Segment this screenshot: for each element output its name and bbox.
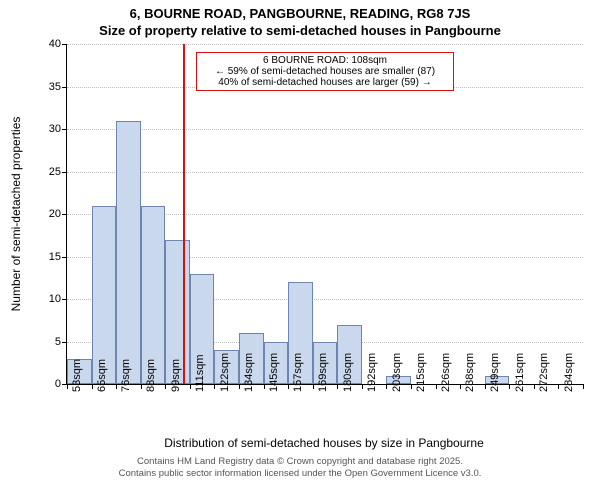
ytick-mark	[62, 172, 67, 173]
xtick-label: 65sqm	[96, 359, 108, 392]
xtick-mark	[534, 384, 535, 389]
ytick-mark	[62, 87, 67, 88]
ytick-label: 10	[49, 293, 61, 305]
xtick-label: 157sqm	[292, 353, 304, 392]
xtick-label: 88sqm	[145, 359, 157, 392]
xtick-mark	[485, 384, 486, 389]
xtick-label: 272sqm	[538, 353, 550, 392]
histogram-bar	[116, 121, 141, 385]
xtick-label: 238sqm	[464, 353, 476, 392]
xtick-label: 134sqm	[243, 353, 255, 392]
xtick-label: 111sqm	[194, 354, 206, 392]
ytick-mark	[62, 214, 67, 215]
xtick-mark	[165, 384, 166, 389]
ytick-label: 0	[55, 378, 61, 390]
ytick-mark	[62, 129, 67, 130]
xtick-mark	[313, 384, 314, 389]
gridline	[67, 172, 583, 173]
histogram-bar	[92, 206, 117, 385]
ytick-label: 25	[49, 166, 61, 178]
xtick-mark	[116, 384, 117, 389]
ytick-label: 30	[49, 123, 61, 135]
xtick-mark	[67, 384, 68, 389]
attribution-line1: Contains HM Land Registry data © Crown c…	[0, 456, 600, 468]
ytick-mark	[62, 299, 67, 300]
ytick-label: 35	[49, 81, 61, 93]
reference-line	[183, 44, 185, 384]
xtick-label: 226sqm	[440, 353, 452, 392]
xtick-mark	[288, 384, 289, 389]
xtick-label: 76sqm	[120, 359, 132, 392]
gridline	[67, 44, 583, 45]
xtick-mark	[436, 384, 437, 389]
ytick-label: 5	[55, 336, 61, 348]
xtick-mark	[411, 384, 412, 389]
xtick-mark	[362, 384, 363, 389]
xtick-label: 180sqm	[342, 353, 354, 392]
xtick-label: 215sqm	[415, 353, 427, 392]
xtick-mark	[141, 384, 142, 389]
xtick-label: 122sqm	[219, 353, 231, 392]
ytick-label: 20	[49, 208, 61, 220]
attribution: Contains HM Land Registry data © Crown c…	[0, 456, 600, 480]
ytick-mark	[62, 257, 67, 258]
xtick-mark	[190, 384, 191, 389]
plot-region: 051015202530354053sqm65sqm76sqm88sqm99sq…	[66, 44, 583, 385]
xtick-label: 284sqm	[563, 353, 575, 392]
ytick-label: 15	[49, 251, 61, 263]
xtick-label: 261sqm	[514, 353, 526, 392]
xtick-mark	[337, 384, 338, 389]
xtick-mark	[239, 384, 240, 389]
histogram-bar	[141, 206, 166, 385]
xtick-label: 249sqm	[489, 353, 501, 392]
callout-box: 6 BOURNE ROAD: 108sqm← 59% of semi-detac…	[196, 52, 454, 91]
xtick-mark	[264, 384, 265, 389]
xtick-mark	[509, 384, 510, 389]
callout-line: ← 59% of semi-detached houses are smalle…	[201, 66, 449, 77]
ytick-mark	[62, 342, 67, 343]
xtick-mark	[92, 384, 93, 389]
callout-line: 6 BOURNE ROAD: 108sqm	[201, 55, 449, 66]
y-axis-title: Number of semi-detached properties	[9, 117, 23, 312]
ytick-mark	[62, 44, 67, 45]
xtick-mark	[386, 384, 387, 389]
xtick-mark	[460, 384, 461, 389]
x-axis-title: Distribution of semi-detached houses by …	[66, 436, 582, 450]
callout-line: 40% of semi-detached houses are larger (…	[201, 77, 449, 88]
attribution-line2: Contains public sector information licen…	[0, 468, 600, 480]
xtick-label: 192sqm	[366, 353, 378, 392]
xtick-label: 145sqm	[268, 353, 280, 392]
xtick-mark	[214, 384, 215, 389]
xtick-label: 53sqm	[71, 359, 83, 392]
xtick-mark	[558, 384, 559, 389]
ytick-label: 40	[49, 38, 61, 50]
xtick-label: 169sqm	[317, 353, 329, 392]
xtick-mark	[583, 384, 584, 389]
gridline	[67, 129, 583, 130]
xtick-label: 203sqm	[391, 353, 403, 392]
xtick-label: 99sqm	[170, 359, 182, 392]
chart-area: Number of semi-detached properties 05101…	[0, 0, 600, 500]
